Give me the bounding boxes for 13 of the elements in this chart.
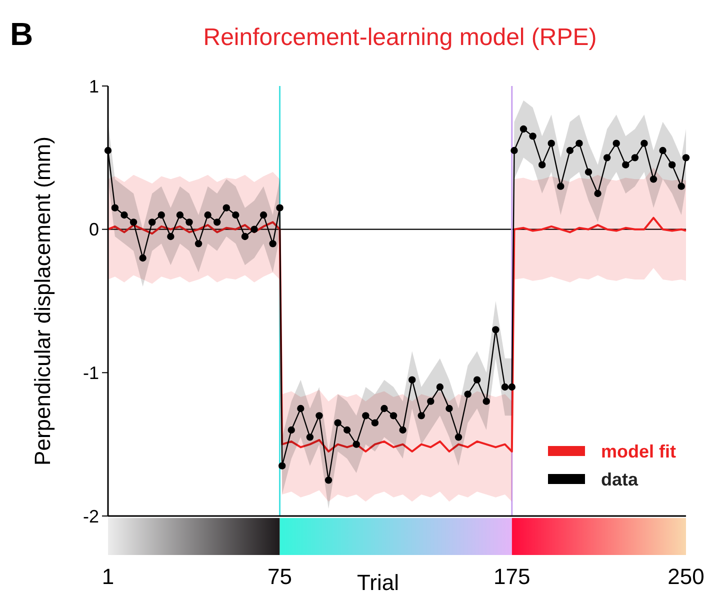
chart-title: Reinforcement-learning model (RPE)	[203, 24, 597, 51]
y-tick-label: 1	[88, 76, 99, 96]
y-axis-title: Perpendicular displacement (mm)	[30, 136, 55, 466]
y-tick-label: -2	[82, 506, 99, 526]
text: B	[10, 16, 34, 52]
x-tick-label: 175	[494, 564, 530, 589]
x-tick-label: 75	[268, 564, 292, 589]
legend-label: data	[601, 469, 639, 490]
y-tick-label: -1	[82, 362, 99, 383]
x-axis-title: Trial	[357, 570, 399, 592]
y-tick-label: 0	[88, 220, 99, 240]
legend-label: model fit	[601, 441, 676, 462]
x-tick-label: 250	[668, 564, 704, 589]
